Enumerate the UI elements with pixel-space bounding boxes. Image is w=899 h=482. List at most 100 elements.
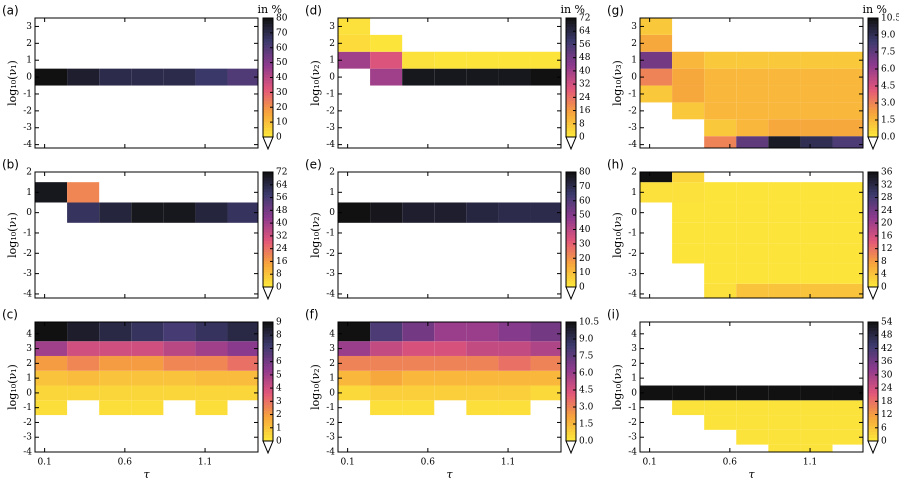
- colorbar-segment: [868, 101, 878, 105]
- plot-frame: [337, 171, 562, 299]
- colorbar-segment: [868, 131, 878, 135]
- colorbar-segment: [566, 261, 576, 265]
- y-tick-label: 4: [26, 329, 32, 339]
- y-tick-label: 2: [631, 359, 637, 369]
- colorbar-segment: [566, 275, 576, 279]
- colorbar-segment: [868, 113, 878, 117]
- colorbar-segment: [566, 414, 576, 418]
- heatmap-cell: [131, 322, 164, 342]
- colorbar-segment: [566, 322, 576, 326]
- colorbar-segment: [566, 229, 576, 233]
- colorbar-segment: [566, 203, 576, 207]
- colorbar-tick-label: 0: [579, 283, 585, 293]
- heatmap-cell: [498, 68, 531, 86]
- colorbar-segment: [868, 186, 878, 190]
- colorbar-segment: [566, 220, 576, 225]
- heatmap-cell: [800, 444, 833, 452]
- x-axis-label: τ: [143, 468, 150, 481]
- colorbar-segment: [566, 393, 576, 397]
- colorbar-segment: [263, 86, 273, 90]
- colorbar-segment: [566, 223, 576, 228]
- colorbar-segment: [868, 438, 878, 442]
- heatmap-cell: [35, 341, 68, 356]
- heatmap-cell: [832, 385, 863, 401]
- colorbar-segment: [868, 278, 878, 282]
- heatmap-cell: [832, 102, 863, 120]
- colorbar-segment: [566, 104, 576, 108]
- y-tick-label: 3: [329, 344, 335, 354]
- colorbar-segment: [566, 381, 576, 385]
- y-tick-label: -3: [23, 123, 32, 133]
- heatmap-cell: [434, 51, 467, 69]
- colorbar-segment: [263, 435, 273, 439]
- colorbar-segment: [263, 258, 273, 262]
- heatmap-cell: [768, 429, 801, 445]
- colorbar-segment: [263, 80, 273, 84]
- colorbar-segment: [263, 351, 273, 356]
- colorbar-segment: [868, 83, 878, 87]
- heatmap-cell: [99, 355, 132, 371]
- y-tick-label: -1: [23, 89, 32, 99]
- colorbar-segment: [263, 345, 273, 350]
- heatmap-cell: [832, 136, 863, 148]
- y-tick-label: 1: [631, 188, 637, 198]
- colorbar-segment: [566, 101, 576, 105]
- y-tick-label: 4: [329, 329, 335, 339]
- colorbar-segment: [263, 354, 273, 359]
- heatmap-cell: [640, 34, 673, 52]
- heatmap-cell: [466, 385, 499, 401]
- heatmap-cell: [704, 243, 737, 264]
- colorbar-segment: [263, 232, 273, 236]
- colorbar-segment: [868, 408, 878, 412]
- colorbar-tick-label: 12: [881, 244, 892, 254]
- colorbar-tick-label: 32: [579, 80, 590, 90]
- colorbar-segment: [263, 113, 273, 117]
- heatmap-cell: [736, 182, 769, 203]
- colorbar-tick-label: 50: [579, 211, 591, 221]
- colorbar-segment: [263, 261, 273, 265]
- colorbar-segment: [566, 387, 576, 391]
- colorbar-segment: [566, 278, 576, 282]
- y-tick-label: -3: [326, 269, 335, 279]
- colorbar-tick-label: 12: [881, 410, 892, 420]
- y-tick-label: 0: [329, 388, 335, 398]
- plot-frame: [34, 17, 259, 149]
- colorbar-segment: [868, 354, 878, 359]
- colorbar-segment: [868, 172, 878, 176]
- panel-label: (c): [2, 308, 18, 322]
- colorbar-segment: [566, 29, 576, 34]
- heatmap-cell: [736, 385, 769, 401]
- colorbar-segment: [566, 384, 576, 388]
- colorbar-segment: [263, 229, 273, 233]
- colorbar-segment: [566, 200, 576, 205]
- colorbar-segment: [566, 284, 576, 288]
- heatmap-cell: [672, 243, 705, 264]
- heatmap-cell: [498, 51, 531, 69]
- colorbar-segment: [263, 98, 273, 102]
- colorbar-segment: [566, 125, 576, 129]
- heatmap-cell: [99, 400, 132, 416]
- heatmap-cell: [640, 385, 673, 401]
- panel-label: (f): [305, 308, 319, 322]
- colorbar-segment: [566, 246, 576, 251]
- heatmap-cell: [434, 202, 467, 223]
- y-tick-label: -2: [628, 106, 637, 116]
- colorbar-tick-label: 40: [579, 225, 591, 235]
- colorbar-extend: [867, 286, 879, 301]
- y-tick-label: -1: [23, 403, 32, 413]
- colorbar-segment: [566, 215, 576, 219]
- x-tick-label: 0.6: [723, 458, 738, 468]
- colorbar-tick-label: 4: [276, 384, 282, 394]
- colorbar-segment: [868, 324, 878, 329]
- heatmap-cell: [338, 355, 371, 371]
- heatmap-cell: [800, 263, 833, 284]
- heatmap-cell: [370, 34, 403, 52]
- heatmap-cell: [768, 119, 801, 137]
- colorbar-segment: [263, 375, 273, 380]
- colorbar-segment: [868, 200, 878, 205]
- colorbar-segment: [566, 44, 576, 49]
- heatmap-cell: [338, 202, 371, 223]
- colorbar-segment: [263, 264, 273, 268]
- heatmap-cell: [99, 385, 132, 401]
- colorbar-segment: [566, 197, 576, 202]
